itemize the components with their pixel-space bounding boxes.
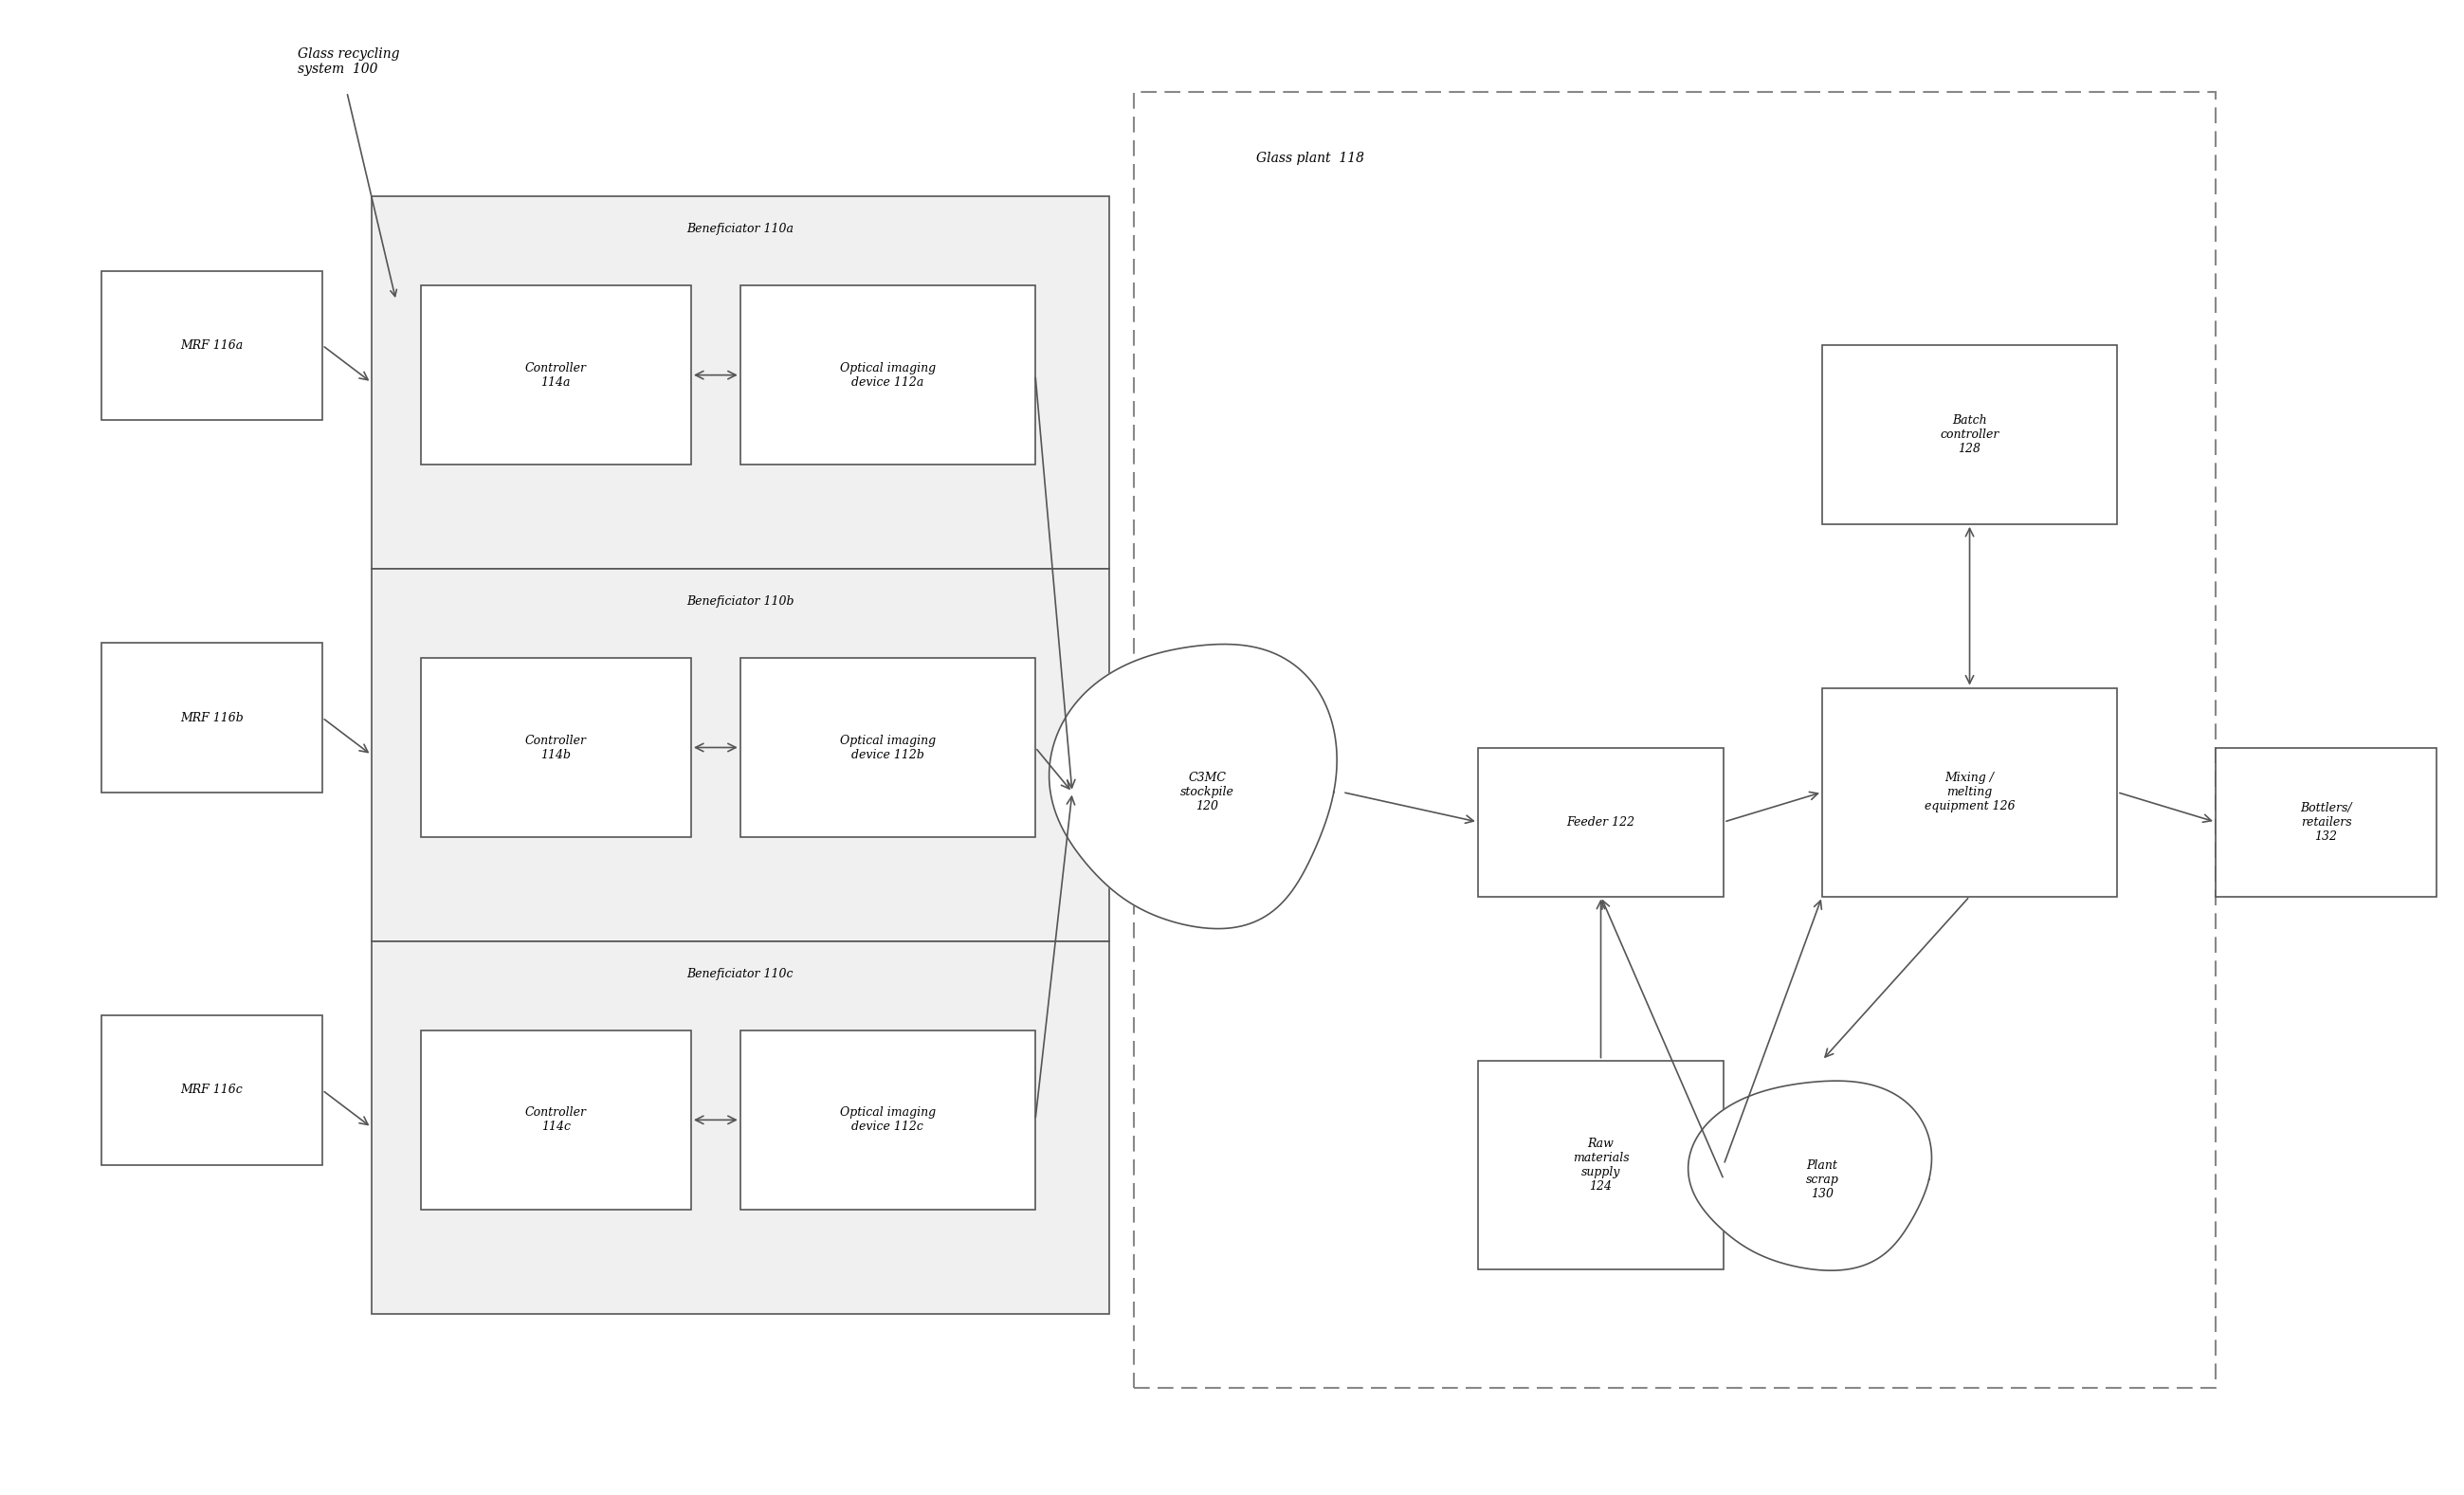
Text: MRF 116c: MRF 116c [180,1084,244,1096]
FancyBboxPatch shape [1478,1060,1725,1269]
Text: Batch
controller
128: Batch controller 128 [1939,414,1998,454]
FancyBboxPatch shape [101,1015,323,1165]
FancyBboxPatch shape [2215,748,2437,897]
Text: Feeder 122: Feeder 122 [1567,816,1636,828]
Text: Mixing /
melting
equipment 126: Mixing / melting equipment 126 [1924,771,2016,813]
FancyBboxPatch shape [101,643,323,792]
Text: Beneficiator 110c: Beneficiator 110c [687,967,793,981]
Text: Plant
scrap
130: Plant scrap 130 [1806,1159,1838,1200]
FancyBboxPatch shape [421,658,690,837]
Text: MRF 116a: MRF 116a [180,339,244,351]
FancyBboxPatch shape [1821,345,2117,525]
FancyBboxPatch shape [372,568,1109,942]
FancyBboxPatch shape [372,942,1109,1314]
Text: Optical imaging
device 112b: Optical imaging device 112b [840,734,936,761]
Text: Glass recycling
system  100: Glass recycling system 100 [298,48,399,76]
FancyBboxPatch shape [739,286,1035,465]
FancyBboxPatch shape [1821,688,2117,897]
FancyBboxPatch shape [739,658,1035,837]
Text: MRF 116b: MRF 116b [180,712,244,724]
FancyBboxPatch shape [101,271,323,420]
FancyBboxPatch shape [1478,748,1725,897]
FancyBboxPatch shape [739,1030,1035,1209]
Text: Optical imaging
device 112a: Optical imaging device 112a [840,362,936,389]
Text: Glass plant  118: Glass plant 118 [1257,151,1365,164]
FancyBboxPatch shape [421,286,690,465]
FancyBboxPatch shape [421,1030,690,1209]
Text: Optical imaging
device 112c: Optical imaging device 112c [840,1106,936,1133]
Polygon shape [1688,1081,1932,1271]
Text: Bottlers/
retailers
132: Bottlers/ retailers 132 [2301,801,2353,842]
Text: C3MC
stockpile
120: C3MC stockpile 120 [1180,771,1234,813]
Polygon shape [1050,644,1338,928]
Text: Beneficiator 110b: Beneficiator 110b [687,595,793,608]
FancyBboxPatch shape [372,196,1109,568]
Text: Raw
materials
supply
124: Raw materials supply 124 [1572,1138,1629,1192]
Text: Controller
114c: Controller 114c [525,1106,586,1133]
Text: Beneficiator 110a: Beneficiator 110a [687,223,793,235]
Text: Controller
114b: Controller 114b [525,734,586,761]
Text: Controller
114a: Controller 114a [525,362,586,389]
